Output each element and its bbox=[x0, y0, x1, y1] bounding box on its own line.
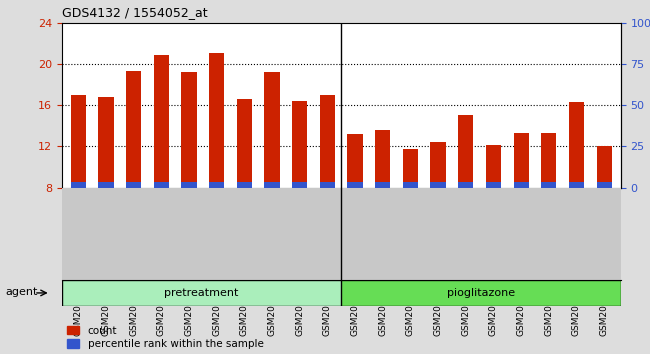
Bar bbox=[458, 182, 473, 188]
Bar bbox=[403, 182, 418, 188]
Bar bbox=[597, 147, 612, 188]
Bar bbox=[541, 133, 556, 188]
Bar bbox=[126, 72, 141, 188]
Text: pretreatment: pretreatment bbox=[164, 288, 239, 298]
Bar bbox=[541, 182, 556, 188]
Bar bbox=[348, 182, 363, 188]
Bar bbox=[181, 73, 197, 188]
Bar bbox=[71, 95, 86, 188]
Bar bbox=[375, 130, 391, 188]
Bar bbox=[209, 53, 224, 188]
Bar bbox=[514, 182, 528, 188]
Bar bbox=[348, 134, 363, 188]
Bar bbox=[237, 182, 252, 188]
Bar bbox=[569, 182, 584, 188]
Bar bbox=[292, 182, 307, 188]
Bar bbox=[154, 55, 169, 188]
Bar bbox=[181, 182, 197, 188]
Text: agent: agent bbox=[5, 287, 37, 297]
Bar bbox=[569, 102, 584, 188]
Bar bbox=[430, 142, 446, 188]
Legend: count, percentile rank within the sample: count, percentile rank within the sample bbox=[67, 326, 264, 349]
Bar bbox=[62, 280, 341, 306]
Bar bbox=[292, 101, 307, 188]
Bar bbox=[486, 182, 501, 188]
Bar bbox=[375, 182, 391, 188]
Bar bbox=[514, 133, 528, 188]
Bar bbox=[430, 182, 446, 188]
Bar bbox=[126, 182, 141, 188]
Bar bbox=[341, 280, 621, 306]
Bar bbox=[320, 95, 335, 188]
Bar bbox=[154, 182, 169, 188]
Bar bbox=[403, 149, 418, 188]
Bar bbox=[209, 182, 224, 188]
Text: pioglitazone: pioglitazone bbox=[447, 288, 515, 298]
Bar bbox=[265, 182, 279, 188]
Bar bbox=[597, 182, 612, 188]
Bar bbox=[486, 145, 501, 188]
Bar bbox=[98, 182, 114, 188]
Bar bbox=[320, 182, 335, 188]
Bar bbox=[265, 73, 279, 188]
Bar bbox=[98, 97, 114, 188]
Bar bbox=[237, 99, 252, 188]
Bar bbox=[458, 115, 473, 188]
Text: GDS4132 / 1554052_at: GDS4132 / 1554052_at bbox=[62, 6, 207, 19]
Bar bbox=[71, 182, 86, 188]
